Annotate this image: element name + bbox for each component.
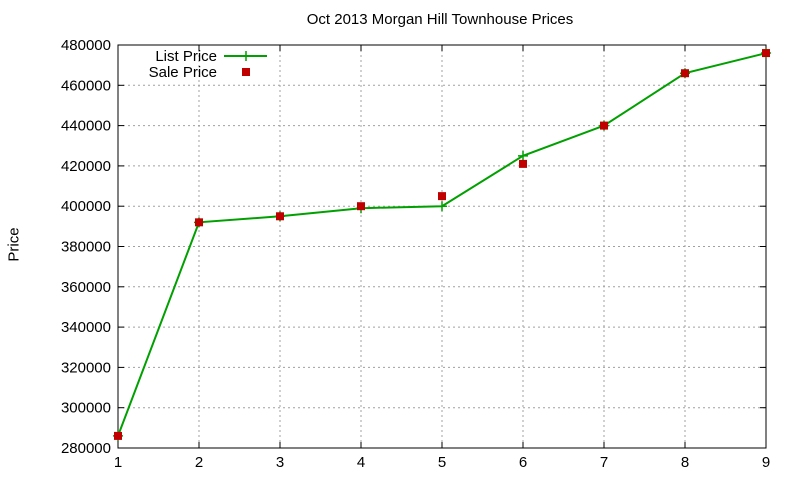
sale-price-point <box>600 121 608 130</box>
legend-label: List Price <box>155 48 217 65</box>
x-tick-label: 3 <box>276 454 284 471</box>
x-tick-label: 1 <box>114 454 122 471</box>
sale-price-point <box>195 218 203 227</box>
x-tick-label: 8 <box>681 454 689 471</box>
chart-title: Oct 2013 Morgan Hill Townhouse Prices <box>306 11 574 28</box>
legend-label: Sale Price <box>149 64 217 81</box>
series-layer <box>113 48 771 441</box>
list-price-point <box>518 150 528 161</box>
y-tick-label: 280000 <box>61 440 111 457</box>
x-tick-label: 7 <box>600 454 608 471</box>
legend-plus-marker <box>241 51 251 61</box>
y-tick-label: 340000 <box>61 319 111 336</box>
sale-price-point <box>438 192 446 201</box>
sale-price-point <box>357 202 365 211</box>
y-tick-label: 420000 <box>61 158 111 175</box>
y-tick-label: 440000 <box>61 118 111 135</box>
y-tick-label: 300000 <box>61 400 111 417</box>
grid-lines <box>118 45 766 448</box>
y-tick-label: 400000 <box>61 198 111 215</box>
sale-price-point <box>762 49 770 58</box>
sale-price-point <box>681 69 689 78</box>
x-tick-label: 4 <box>357 454 365 471</box>
y-tick-label: 480000 <box>61 37 111 54</box>
y-axis-label: Price <box>5 227 23 262</box>
y-tick-label: 380000 <box>61 239 111 256</box>
x-axis: 1 2 3 4 5 6 7 8 9 <box>114 45 770 471</box>
legend-square-marker <box>242 68 250 76</box>
sale-price-point <box>519 159 527 168</box>
x-tick-label: 9 <box>762 454 770 471</box>
y-tick-label: 320000 <box>61 359 111 376</box>
x-tick-label: 6 <box>519 454 527 471</box>
y-tick-label: 460000 <box>61 77 111 94</box>
y-tick-label: 360000 <box>61 279 111 296</box>
y-axis: 280000 300000 320000 340000 360000 380000 4000… <box>61 37 766 457</box>
x-tick-label: 5 <box>438 454 446 471</box>
x-tick-label: 2 <box>195 454 203 471</box>
list-price-point <box>437 201 447 212</box>
sale-price-point <box>114 431 122 440</box>
sale-price-point <box>276 212 284 221</box>
